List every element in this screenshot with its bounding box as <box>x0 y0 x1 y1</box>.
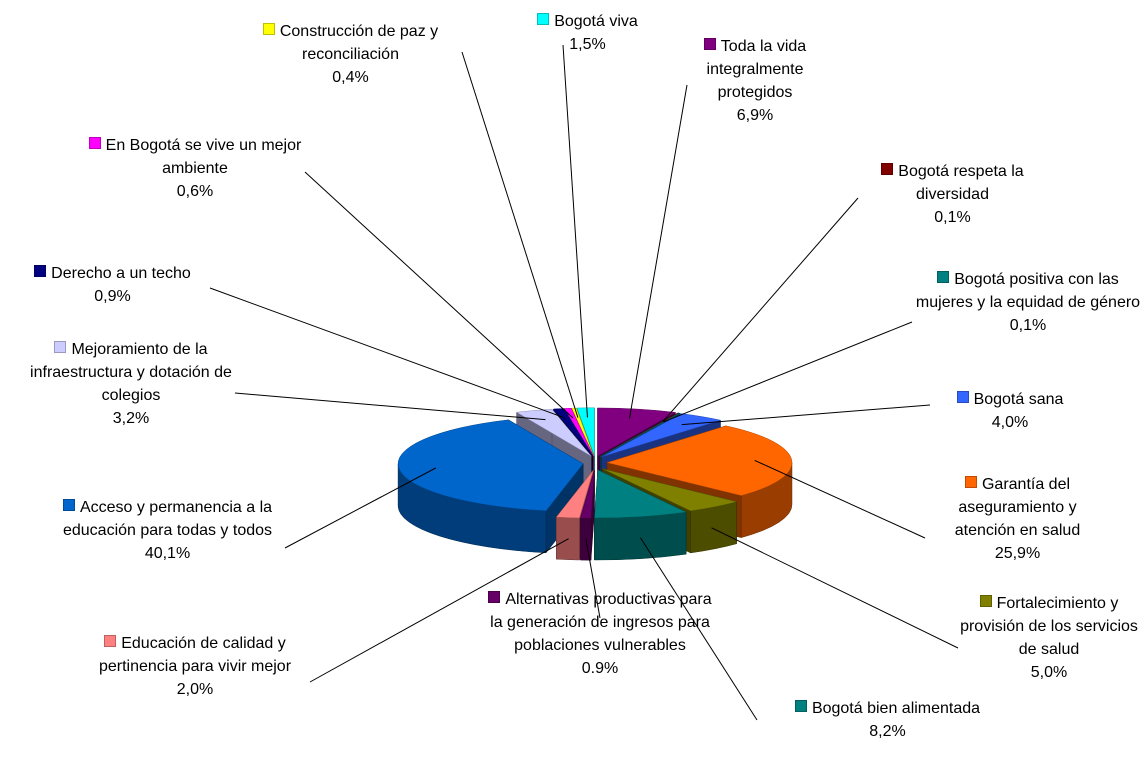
legend-swatch <box>34 265 47 277</box>
slice-top <box>606 425 793 496</box>
value-label: 0,4% <box>332 69 369 86</box>
slice-side <box>594 511 687 561</box>
slice-top <box>397 419 584 512</box>
pie <box>397 407 793 561</box>
slice-top <box>563 407 594 456</box>
slice-label: Bogotá viva 1,5% <box>515 10 660 56</box>
slice-top <box>594 469 687 519</box>
legend-swatch <box>881 163 894 175</box>
leader-line <box>628 84 688 419</box>
leader-line <box>585 539 601 619</box>
slice-label: Derecho a un techo 0,9% <box>10 262 215 308</box>
category-label: Bogotá viva <box>554 13 638 30</box>
slice-top <box>515 408 592 457</box>
slice-top <box>552 408 593 457</box>
slice-label: Mejoramiento de la infraestructura y dot… <box>20 338 242 430</box>
leader-line <box>461 51 579 418</box>
slice-label: Fortalecimiento y provisión de los servi… <box>955 592 1143 684</box>
legend-swatch <box>104 635 117 647</box>
category-label: Acceso y permanencia a la educación para… <box>62 499 273 539</box>
legend-swatch <box>88 137 101 149</box>
slice-top <box>576 407 595 456</box>
category-label: Construcción de paz y reconciliación <box>279 23 439 63</box>
legend-swatch <box>964 476 977 488</box>
value-label: 40,1% <box>144 545 191 562</box>
legend-swatch <box>62 499 75 511</box>
slice-label: Acceso y permanencia a la educación para… <box>50 496 285 565</box>
slice-label: Bogotá positiva con las mujeres y la equ… <box>912 268 1144 337</box>
value-label: 0.9% <box>581 660 619 677</box>
slice-top <box>601 413 722 458</box>
category-label: Alternativas productivas para la generac… <box>490 591 712 654</box>
leader-line <box>309 538 569 683</box>
leader-line <box>663 321 913 423</box>
legend-swatch <box>979 595 992 607</box>
category-label: Derecho a un techo <box>51 265 191 282</box>
slice-top <box>600 412 681 457</box>
category-label: Garantía del aseguramiento y atención en… <box>954 476 1081 539</box>
value-label: 6,9% <box>736 107 774 124</box>
value-label: 1,5% <box>569 36 606 53</box>
category-label: Mejoramiento de la infraestructura y dot… <box>30 341 232 404</box>
slice-top <box>555 469 594 519</box>
category-label: Educación de calidad y pertinencia para … <box>98 635 292 675</box>
value-label: 0,6% <box>176 183 214 200</box>
category-label: Bogotá respeta la diversidad <box>898 163 1024 203</box>
slice-top <box>602 468 738 512</box>
slice-top <box>597 407 677 457</box>
slice-label: Alternativas productivas para la generac… <box>480 588 720 680</box>
legend-swatch <box>703 38 716 50</box>
value-label: 0,1% <box>1009 317 1047 334</box>
slice-label: Bogotá bien alimentada 8,2% <box>775 697 1000 743</box>
slice-top <box>571 407 594 456</box>
value-label: 3,2% <box>112 410 150 427</box>
slice-label: Toda la vida integralmente protegidos 6,9… <box>690 35 820 127</box>
leader-line <box>662 197 859 423</box>
value-label: 0,1% <box>934 209 971 226</box>
legend-swatch <box>488 591 501 603</box>
leader-line <box>209 287 566 419</box>
legend-swatch <box>537 13 550 25</box>
value-label: 8,2% <box>869 723 906 740</box>
category-label: Bogotá positiva con las mujeres y la equ… <box>915 271 1141 311</box>
legend-swatch <box>937 271 950 283</box>
leader-line <box>754 459 926 539</box>
value-label: 2,0% <box>176 681 214 698</box>
slice-label: Garantía del aseguramiento y atención en… <box>930 473 1105 565</box>
legend-swatch <box>54 341 67 353</box>
slice-label: En Bogotá se vive un mejor ambiente 0,6% <box>85 134 305 203</box>
leader-line <box>562 44 588 418</box>
leader-line <box>711 527 959 649</box>
category-label: Bogotá bien alimentada <box>811 700 981 717</box>
slice-label: Bogotá respeta la diversidad 0,1% <box>860 160 1045 229</box>
slice-top <box>580 470 595 519</box>
value-label: 4,0% <box>991 414 1029 431</box>
slice-label: Bogotá sana 4,0% <box>935 388 1085 434</box>
slice <box>594 469 687 561</box>
slice-label: Educación de calidad y pertinencia para … <box>75 632 315 701</box>
slice-side <box>580 517 592 561</box>
slice-label: Construcción de paz y reconciliación 0,4% <box>238 20 463 89</box>
category-label: Bogotá sana <box>973 391 1064 408</box>
category-label: Fortalecimiento y provisión de los servi… <box>960 595 1138 658</box>
leader-line <box>234 392 546 421</box>
category-label: En Bogotá se vive un mejor ambiente <box>105 137 302 177</box>
value-label: 25,9% <box>994 545 1041 562</box>
leader-line <box>304 171 574 419</box>
value-label: 5,0% <box>1030 664 1068 681</box>
leader-line <box>284 467 437 549</box>
value-label: 0,9% <box>94 288 131 305</box>
legend-swatch <box>956 391 969 403</box>
leader-line <box>639 537 758 721</box>
leader-line <box>681 404 931 426</box>
slice <box>580 470 595 561</box>
category-label: Toda la vida integralmente protegidos <box>706 38 807 101</box>
legend-swatch <box>794 700 807 712</box>
legend-swatch <box>262 23 275 35</box>
